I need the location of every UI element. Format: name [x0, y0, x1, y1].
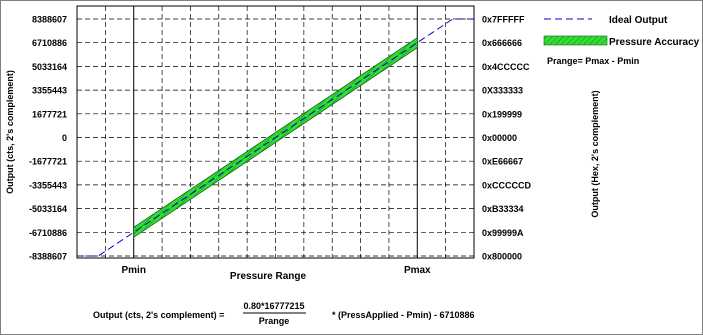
y-tick-label: -5033164 [29, 204, 67, 214]
y-tick-label: -8388607 [29, 252, 67, 262]
y-tick-label: -6710886 [29, 228, 67, 238]
legend-accuracy-swatch [543, 35, 608, 46]
formula-rhs: * (PressApplied - Pmin) - 6710886 [332, 310, 475, 320]
legend: Ideal Output Pressure Accuracy Prange= P… [543, 15, 700, 66]
y2-tick-label: 0x199999 [482, 109, 522, 119]
y2-tick-label: 0xE66667 [482, 157, 523, 167]
formula-numerator: 0.80*16777215 [243, 301, 304, 311]
x-gridlines [76, 6, 475, 258]
x-tick-labels: Pmin Pmax [121, 265, 431, 276]
y2-tick-label: 0xB33334 [482, 204, 524, 214]
x-axis-label: Pressure Range [230, 271, 307, 282]
y-tick-label: -1677721 [29, 157, 67, 167]
y2-tick-label: 0x800000 [482, 252, 522, 262]
formula-lhs: Output (cts, 2's complement) = [93, 310, 224, 320]
y2-tick-label: 0x666666 [482, 38, 522, 48]
y2-tick-label: 0x99999A [482, 228, 524, 238]
formula-denominator: Prange [259, 316, 290, 326]
y-tick-label: 0 [62, 133, 67, 143]
y2-axis-label: Output (Hex, 2's complement) [590, 90, 600, 217]
y-tick-label: 1677721 [32, 109, 67, 119]
legend-ideal-label: Ideal Output [609, 15, 668, 26]
formula: Output (cts, 2's complement) = 0.80*1677… [93, 301, 475, 326]
y-tick-label: 3355443 [32, 86, 67, 96]
gridlines [77, 18, 474, 257]
y-tick-label: 6710886 [32, 38, 67, 48]
y-tick-label: 5033164 [32, 62, 67, 72]
y-tick-label: 8388607 [32, 15, 67, 25]
y-axis-label: Output (cts, 2's complement) [5, 70, 15, 194]
legend-accuracy-label: Pressure Accuracy [609, 37, 700, 48]
x-tick-label: Pmax [404, 265, 431, 276]
y2-tick-label: 0x4CCCCC [482, 62, 530, 72]
y2-tick-label: 0X333333 [482, 86, 523, 96]
y2-tick-label: 0xCCCCCD [482, 180, 532, 190]
y2-tick-label: 0x00000 [482, 133, 517, 143]
y2-tick-label: 0x7FFFFF [482, 15, 525, 25]
y-tick-label: -3355443 [29, 180, 67, 190]
y2-tick-labels: 0x7FFFFF 0x666666 0x4CCCCC 0X333333 0x199999… [482, 15, 532, 262]
x-tick-label: Pmin [121, 265, 145, 276]
prange-annotation: Prange= Pmax - Pmin [547, 56, 639, 66]
ideal-output-line [77, 18, 474, 257]
y-tick-labels: 8388607 6710886 5033164 3355443 1677721 0 -167… [29, 15, 67, 262]
